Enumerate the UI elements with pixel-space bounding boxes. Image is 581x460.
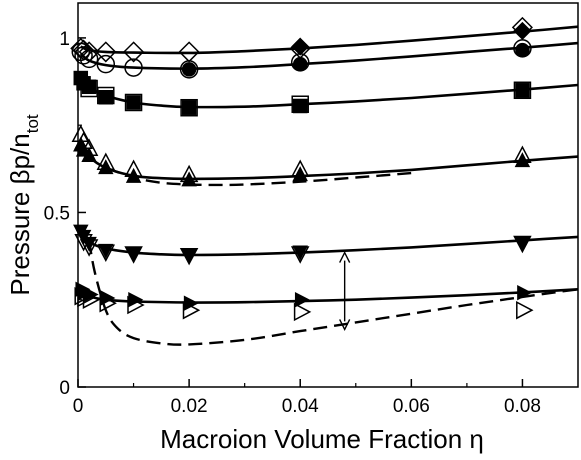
open-diamond-marker [123,41,145,63]
series-curve-triangle-up [79,141,578,181]
x-axis-title: Macroion Volume Fraction η [160,424,484,454]
y-axis-title: Pressure βp/ntot [5,114,42,296]
filled-triangle-down-marker [292,245,308,261]
series-curve-circle [79,41,578,70]
filled-diamond-marker [513,21,532,40]
filled-triangle-up-marker [514,152,531,168]
open-triangle-down-marker [124,246,143,264]
marker-layer [70,16,534,322]
y-tick-label: 1 [59,29,70,50]
filled-triangle-right-marker [294,291,310,308]
filled-triangle-up-marker [292,166,308,182]
open-triangle-down-marker [179,247,199,266]
series-curve-triangle-down [79,232,578,257]
open-square-marker [513,81,532,100]
series-dashed-curve-triangle-up [105,166,412,187]
plot-frame [77,2,579,388]
filled-triangle-right-marker [83,286,99,303]
filled-triangle-down-marker [98,243,114,259]
open-circle-marker [79,49,99,69]
filled-triangle-right-marker [183,295,199,311]
filled-circle-marker [181,62,197,77]
series-dashed-curve-triangle-right [87,240,578,346]
filled-triangle-down-marker [81,236,97,252]
open-triangle-right-marker [516,300,534,320]
y-axis-title-main: Pressure βp/n [5,133,35,295]
filled-diamond-marker [291,37,310,56]
open-circle-marker [74,46,93,65]
double-arrow-head-bottom [339,319,351,331]
open-triangle-right-marker [293,302,312,322]
x-tick-label: 0.06 [393,396,430,417]
filled-triangle-down-marker [125,247,142,263]
filled-square-marker [515,83,530,98]
filled-triangle-up-marker [98,159,114,175]
filled-square-marker [126,95,141,110]
open-diamond-marker [95,41,117,63]
filled-triangle-right-marker [128,291,144,308]
x-tick-label: 0.08 [504,396,541,417]
open-square-marker [124,93,143,112]
curve-layer [79,25,578,346]
filled-circle-marker [292,56,308,72]
filled-triangle-down-marker [181,249,197,264]
series-curve-diamond [80,25,578,55]
tick-layer: 0 0.02 0.04 0.06 0.08 0 0.5 1 [44,29,541,417]
y-axis-title-subscript: tot [23,114,42,133]
filled-triangle-up-marker [81,146,97,162]
filled-square-marker [292,98,308,114]
filled-circle-marker [515,42,530,58]
filled-square-marker [81,79,97,95]
open-circle-marker [179,60,199,79]
series-curve-square [79,72,578,109]
filled-triangle-up-marker [181,171,197,187]
open-square-marker [180,98,198,117]
filled-triangle-up-marker [125,167,142,183]
filled-triangle-down-marker [514,236,531,252]
filled-square-marker [181,100,197,115]
y-tick-label: 0.5 [44,203,70,224]
double-arrow-head-top [339,251,351,263]
x-tick-label: 0 [73,396,84,417]
filled-triangle-right-marker [517,284,533,301]
x-tick-label: 0.02 [171,396,208,417]
open-triangle-down-marker [513,235,532,254]
filled-triangle-right-marker [100,290,116,306]
x-tick-label: 0.04 [282,396,319,417]
y-tick-label: 0 [59,378,70,399]
annotation-layer [339,251,351,331]
open-circle-marker [124,58,143,77]
open-circle-marker [96,54,116,74]
filled-square-marker [98,90,114,105]
